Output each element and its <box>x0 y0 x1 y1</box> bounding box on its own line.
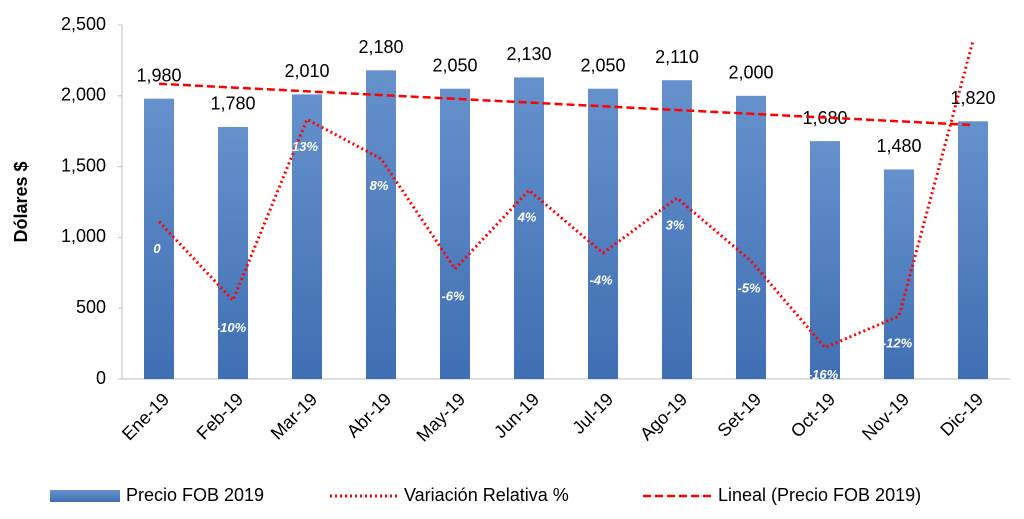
data-label: 1,820 <box>950 88 995 108</box>
bar <box>736 95 766 380</box>
x-tick-label: Jul-19 <box>568 389 617 438</box>
y-tick-label: 1,000 <box>61 226 106 246</box>
data-label: -5% <box>737 280 761 295</box>
legend-label: Variación Relativa % <box>404 485 569 505</box>
x-tick-label: Feb-19 <box>193 389 247 443</box>
x-tick-label: Ago-19 <box>636 389 691 444</box>
trendline <box>158 82 974 127</box>
data-label: -16% <box>808 367 839 382</box>
data-label: 4% <box>517 210 537 225</box>
bar <box>218 126 248 380</box>
data-label: 0 <box>153 241 161 256</box>
x-tick-label: Jun-19 <box>490 389 543 442</box>
legend-swatch <box>50 490 120 502</box>
x-tick-label: Dic-19 <box>936 389 987 440</box>
x-tick-label: Mar-19 <box>267 389 321 443</box>
bar <box>810 141 840 379</box>
data-label: 8% <box>370 178 389 193</box>
data-label: 3% <box>666 218 685 233</box>
x-tick-label: Oct-19 <box>787 389 839 441</box>
data-label: -10% <box>216 320 247 335</box>
x-tick-label: Nov-19 <box>858 389 913 444</box>
data-label: 1,780 <box>210 94 255 114</box>
x-tick-label: Ene-19 <box>118 389 173 444</box>
data-label: 13% <box>292 139 318 154</box>
bar <box>958 121 988 380</box>
bar <box>292 94 322 379</box>
y-tick-label: 500 <box>76 297 106 317</box>
y-tick-label: 0 <box>96 368 106 388</box>
bar <box>588 88 618 379</box>
data-label: 2,130 <box>506 44 551 64</box>
bar <box>514 77 544 379</box>
data-label: 2,180 <box>358 37 403 57</box>
data-label: -6% <box>441 288 465 303</box>
line <box>157 40 975 350</box>
legend-label: Precio FOB 2019 <box>126 485 264 505</box>
data-label: 2,010 <box>284 61 329 81</box>
bar <box>662 80 692 379</box>
y-axis-title: Dólares $ <box>11 161 31 242</box>
x-tick-label: Set-19 <box>714 389 766 441</box>
data-label: -12% <box>882 336 913 351</box>
bar <box>144 98 174 379</box>
data-label: 1,980 <box>136 65 181 85</box>
x-tick-label: May-19 <box>413 389 470 446</box>
y-tick-label: 2,000 <box>61 85 106 105</box>
data-label: 2,110 <box>655 47 699 67</box>
data-label: 2,000 <box>728 63 773 83</box>
bar <box>366 70 396 379</box>
x-tick-label: Abr-19 <box>343 389 395 441</box>
data-label: 2,050 <box>580 55 625 75</box>
y-tick-label: 2,500 <box>61 14 106 34</box>
y-tick-label: 1,500 <box>61 155 106 175</box>
data-label: -4% <box>589 273 613 288</box>
legend-label: Lineal (Precio FOB 2019) <box>718 485 921 505</box>
data-label: 2,050 <box>432 55 477 75</box>
data-label: 23% <box>957 60 984 75</box>
data-label: 1,480 <box>876 136 921 156</box>
bar <box>440 88 470 379</box>
